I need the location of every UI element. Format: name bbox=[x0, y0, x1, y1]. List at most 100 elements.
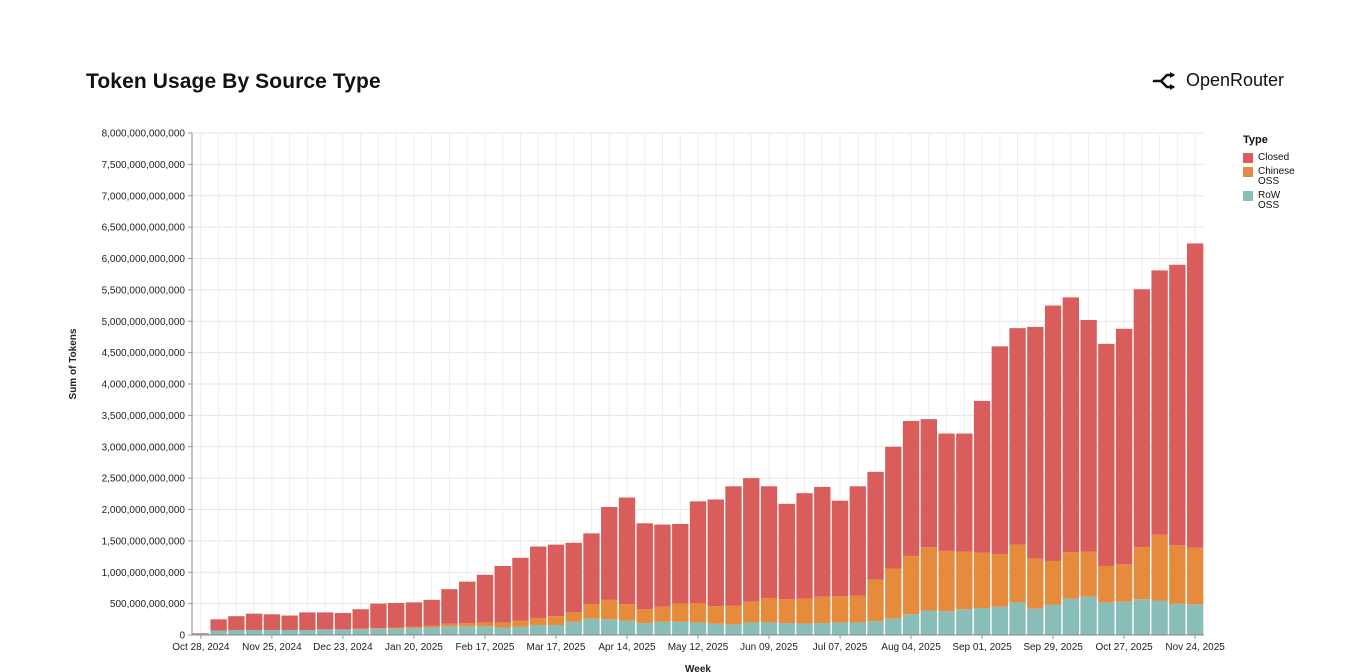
y-tick-label: 5,000,000,000,000 bbox=[102, 317, 186, 328]
bar-closed bbox=[334, 613, 352, 630]
bar-closed bbox=[1186, 243, 1204, 548]
bar-row-oss bbox=[707, 623, 724, 635]
bar-row-oss bbox=[778, 623, 795, 635]
bar-row-oss bbox=[1151, 600, 1168, 635]
bar-row-oss bbox=[192, 633, 210, 635]
bar-row-oss bbox=[743, 622, 760, 635]
bar-row-oss bbox=[973, 608, 991, 635]
bar-chinese-oss bbox=[1062, 552, 1080, 599]
bar-closed bbox=[973, 400, 991, 553]
x-tick-label: Nov 24, 2025 bbox=[1165, 642, 1225, 653]
bar-row-oss bbox=[689, 622, 707, 635]
bar-closed bbox=[1133, 289, 1151, 548]
bar-row-oss bbox=[902, 614, 920, 635]
bar-row-oss bbox=[920, 610, 937, 635]
y-tick-label: 1,500,000,000,000 bbox=[102, 536, 186, 547]
bar-chinese-oss bbox=[778, 599, 795, 624]
x-tick-label: Nov 25, 2024 bbox=[242, 642, 302, 653]
bar-row-oss bbox=[867, 621, 884, 635]
bar-chinese-oss bbox=[352, 628, 369, 630]
bar-closed bbox=[743, 478, 760, 602]
bar-row-oss bbox=[1027, 608, 1044, 635]
bar-chinese-oss bbox=[1151, 534, 1168, 601]
bar-row-oss bbox=[956, 609, 973, 635]
bar-closed bbox=[1044, 305, 1062, 561]
bar-row-oss bbox=[1044, 604, 1062, 635]
bar-closed bbox=[1151, 270, 1168, 535]
bar-row-oss bbox=[512, 626, 529, 635]
bar-chinese-oss bbox=[459, 623, 476, 627]
bar-row-oss bbox=[441, 626, 458, 635]
bar-closed bbox=[441, 589, 458, 624]
bar-chinese-oss bbox=[831, 596, 849, 623]
x-tick-label: Jan 20, 2025 bbox=[385, 642, 443, 653]
x-tick-label: Apr 14, 2025 bbox=[598, 642, 656, 653]
bar-closed bbox=[476, 574, 494, 623]
bar-chinese-oss bbox=[885, 568, 902, 619]
bar-closed bbox=[672, 523, 689, 604]
bar-row-oss bbox=[849, 622, 866, 635]
bar-chinese-oss bbox=[654, 606, 671, 622]
legend-swatch-chinese-oss bbox=[1243, 167, 1253, 177]
brand-name: OpenRouter bbox=[1185, 70, 1284, 90]
bar-closed bbox=[1080, 319, 1097, 552]
y-tick-label: 5,500,000,000,000 bbox=[102, 285, 186, 296]
bar-row-oss bbox=[796, 623, 813, 635]
bar-chinese-oss bbox=[867, 579, 884, 622]
bar-chinese-oss bbox=[1027, 558, 1044, 609]
bar-chinese-oss bbox=[476, 622, 494, 627]
bar-chinese-oss bbox=[370, 628, 387, 629]
bar-row-oss bbox=[334, 629, 352, 635]
bar-chinese-oss bbox=[530, 618, 547, 625]
bar-row-oss bbox=[636, 623, 653, 635]
bar-chinese-oss bbox=[689, 602, 707, 623]
bar-closed bbox=[405, 602, 423, 627]
bar-closed bbox=[387, 602, 405, 628]
x-tick-label: Jul 07, 2025 bbox=[813, 642, 868, 653]
legend-title: Type bbox=[1243, 134, 1268, 146]
bar-row-oss bbox=[885, 618, 902, 635]
x-tick-label: Dec 23, 2024 bbox=[313, 642, 373, 653]
x-tick-label: Jun 09, 2025 bbox=[740, 642, 798, 653]
bar-closed bbox=[849, 486, 866, 596]
bar-row-oss bbox=[228, 629, 245, 635]
bar-closed bbox=[370, 603, 387, 629]
bar-row-oss bbox=[263, 629, 281, 635]
bar-row-oss bbox=[1009, 602, 1026, 635]
bar-row-oss bbox=[814, 623, 831, 635]
bar-closed bbox=[689, 501, 707, 603]
bar-chinese-oss bbox=[956, 551, 973, 610]
bar-row-oss bbox=[387, 628, 405, 635]
bar-chinese-oss bbox=[938, 550, 955, 612]
bar-chinese-oss bbox=[796, 598, 813, 624]
bar-closed bbox=[316, 612, 334, 630]
bar-chinese-oss bbox=[423, 625, 440, 628]
bar-closed bbox=[210, 619, 227, 631]
y-tick-label: 4,000,000,000,000 bbox=[102, 380, 186, 391]
bar-row-oss bbox=[938, 611, 955, 635]
bar-closed bbox=[547, 544, 565, 617]
bar-closed bbox=[512, 557, 529, 621]
legend-swatch-closed bbox=[1243, 153, 1253, 163]
bar-chinese-oss bbox=[565, 612, 582, 622]
bar-closed bbox=[459, 581, 476, 624]
bar-row-oss bbox=[1062, 598, 1080, 635]
y-tick-label: 2,000,000,000,000 bbox=[102, 505, 186, 516]
bar-closed bbox=[1169, 264, 1186, 546]
bar-row-oss bbox=[547, 624, 565, 635]
bar-row-oss bbox=[1098, 602, 1115, 635]
x-axis-label: Week bbox=[685, 664, 711, 672]
bar-row-oss bbox=[245, 629, 263, 635]
bar-closed bbox=[583, 533, 600, 605]
bar-closed bbox=[938, 433, 955, 551]
bar-closed bbox=[494, 565, 511, 623]
bar-closed bbox=[707, 499, 724, 607]
bar-row-oss bbox=[405, 628, 423, 635]
bar-chinese-oss bbox=[547, 616, 565, 625]
bar-closed bbox=[281, 615, 298, 630]
bar-chinese-oss bbox=[760, 597, 778, 623]
bar-row-oss bbox=[760, 622, 778, 635]
legend-item-chinese-oss: Chinese OSS bbox=[1243, 167, 1302, 187]
bar-row-oss bbox=[530, 624, 547, 635]
bar-row-oss bbox=[725, 624, 742, 635]
